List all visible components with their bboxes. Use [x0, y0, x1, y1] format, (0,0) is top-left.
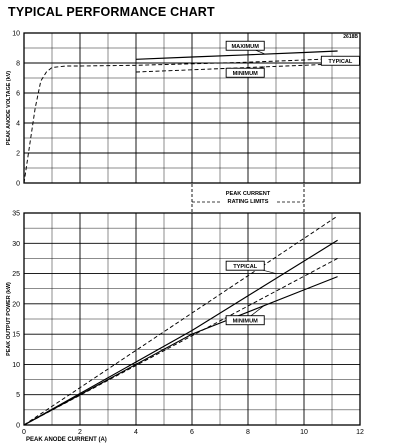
chart2-ytick-label: 35 [12, 211, 20, 218]
chart1-ylabel: PEAK ANODE VOLTAGE (kV) [6, 71, 12, 145]
chart1-ytick-label: 6 [16, 91, 20, 98]
figure-code: 2618B [343, 34, 358, 40]
rating-limit-label: PEAK CURRENT [226, 191, 271, 197]
chart2-ytick-label: 5 [16, 392, 20, 399]
chart2-series-minimum-dashed-line [23, 257, 338, 426]
rating-limit-label-bg [220, 187, 276, 207]
chart2-ytick-label: 10 [12, 362, 20, 369]
chart2-xtick-label: 6 [190, 429, 194, 436]
chart2-ytick-label: 15 [12, 332, 20, 339]
chart1-series-minimum-dashed-line [135, 63, 338, 73]
series-layer [23, 50, 338, 426]
chart1-series-typical-dashed-line [23, 58, 338, 184]
chart2-xtick-label: 0 [22, 429, 26, 436]
chart2-xtick-label: 2 [78, 429, 82, 436]
chart1-ytick-label: 8 [16, 61, 20, 68]
chart1-typical-label-box [320, 55, 360, 66]
chart1-minimum-label: MINIMUM [233, 71, 259, 77]
chart2-series-minimum-solid-line [23, 276, 338, 426]
chart2-series-typical-dashed-line [23, 215, 338, 426]
chart2-ytick-label: 30 [12, 241, 20, 248]
chart1-maximum-label-box [225, 40, 265, 51]
annotation-layer: MAXIMUM TYPICAL MINIMUM PEAK CURRENT RATING … [191, 40, 360, 326]
page-title: TYPICAL PERFORMANCE CHART [8, 5, 215, 19]
chart2-series-typical-solid-line [23, 239, 338, 426]
chart2-xtick-label: 10 [300, 429, 308, 436]
chart2-typical-label-box [225, 260, 265, 271]
chart1-ytick-label: 4 [16, 121, 20, 128]
chart2-xtick-label: 12 [356, 429, 364, 436]
rating-limit-label: RATING LIMITS [228, 199, 269, 205]
chart2-minimum-label: MINIMUM [233, 318, 259, 324]
chart2-ytick-label: 25 [12, 271, 20, 278]
chart2-ytick-label: 20 [12, 301, 20, 308]
chart1-ytick-label: 0 [16, 181, 20, 188]
chart2-ylabel: PEAK OUTPUT POWER (kW) [6, 282, 12, 356]
chart1-minimum-label-box [225, 67, 265, 78]
chart2-typical-label: TYPICAL [233, 264, 258, 270]
chart1-typical-label: TYPICAL [328, 59, 353, 65]
chart1-maximum-label: MAXIMUM [232, 44, 260, 50]
grid-layer [24, 33, 360, 425]
chart1-series-maximum-solid-line [135, 50, 338, 60]
chart2-ytick-label: 0 [16, 423, 20, 430]
chart2-xlabel: PEAK ANODE CURRENT (A) [26, 437, 107, 443]
chart1-ytick-label: 2 [16, 151, 20, 158]
chart1-ytick-label: 10 [12, 31, 20, 38]
chart2-frame [23, 212, 361, 426]
chart2-xtick-label: 8 [246, 429, 250, 436]
chart2-xtick-label: 4 [134, 429, 138, 436]
chart1-frame [23, 32, 361, 184]
chart2-minimum-label-box [225, 315, 265, 326]
